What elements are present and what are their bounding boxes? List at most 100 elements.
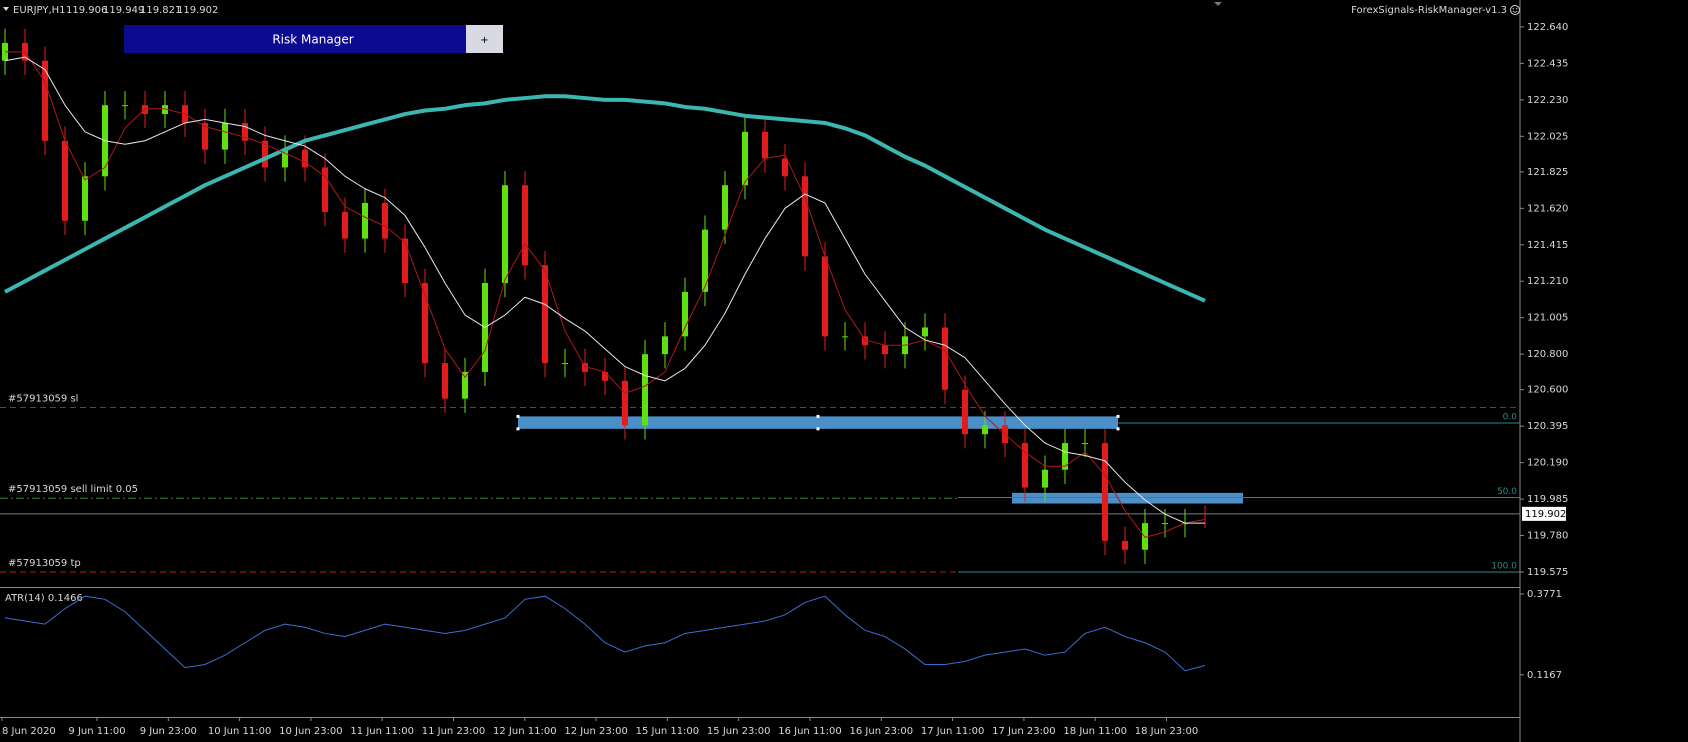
candle-body [1022, 443, 1028, 488]
x-tick-label: 17 Jun 11:00 [921, 726, 985, 737]
candle-body [622, 380, 628, 426]
x-tick-label: 17 Jun 23:00 [992, 726, 1056, 737]
y-tick-label: 121.210 [1527, 276, 1568, 287]
candle-body [522, 185, 528, 266]
plus-label[interactable]: + [480, 35, 488, 46]
candle-body [822, 256, 828, 337]
candle-body [802, 176, 808, 257]
bar-high: 119.949 [103, 5, 144, 16]
candle-body [122, 105, 128, 107]
candle-body [1062, 443, 1068, 470]
fib-label: 100.0 [1491, 562, 1517, 572]
candle-body [62, 140, 68, 221]
x-tick-label: 10 Jun 23:00 [279, 726, 343, 737]
expert-label: ForexSignals-RiskManager-v1.3 [1351, 5, 1507, 16]
x-tick-label: 8 Jun 2020 [2, 726, 56, 737]
risk-manager-label[interactable]: Risk Manager [272, 33, 353, 47]
candle-body [722, 185, 728, 230]
y-tick-label: 120.600 [1527, 385, 1568, 396]
x-tick-label: 16 Jun 23:00 [850, 726, 914, 737]
candle-body [862, 336, 868, 346]
bar-open: 119.906 [66, 5, 107, 16]
candle-body [782, 158, 788, 177]
y-tick-label: 122.025 [1527, 131, 1568, 142]
moving-average [4, 94, 1206, 303]
candle-body [682, 291, 688, 337]
candle-body [162, 105, 168, 115]
x-tick-label: 12 Jun 11:00 [493, 726, 557, 737]
y-tick-label: 121.415 [1527, 240, 1568, 251]
candle-body [642, 354, 648, 426]
moving-average [4, 56, 1205, 524]
candle-body [462, 371, 468, 399]
candle-body [142, 105, 148, 115]
candle-body [602, 371, 608, 381]
candle-body [282, 149, 288, 168]
zone-handle [516, 414, 520, 418]
candle-body [42, 60, 48, 141]
candle-body [582, 363, 588, 372]
current-price-box [1522, 506, 1566, 521]
candle-body [342, 211, 348, 239]
x-tick-label: 9 Jun 11:00 [68, 726, 125, 737]
y-tick-label: 119.780 [1527, 531, 1568, 542]
bar-low: 119.821 [140, 5, 181, 16]
candle-body [742, 131, 748, 186]
candle-body [1102, 443, 1108, 541]
zone-handle [1116, 414, 1120, 418]
candle-body [942, 327, 948, 390]
order-level-label: #57913059 tp [8, 558, 81, 569]
candle-body [1162, 523, 1168, 525]
y-tick-label: 122.435 [1527, 58, 1568, 69]
candle-body [1202, 513, 1208, 515]
moving-averages-layer [4, 51, 1206, 538]
candle-body [222, 122, 228, 150]
candle-body [202, 122, 208, 150]
candle-body [302, 149, 308, 168]
candle-body [1082, 443, 1088, 445]
y-tick-label: 121.620 [1527, 203, 1568, 214]
y-tick-label: 120.800 [1527, 349, 1568, 360]
menu-arrow[interactable] [3, 7, 9, 11]
shift-marker [1214, 2, 1222, 6]
candle-body [662, 336, 668, 355]
candle-body [962, 389, 968, 435]
y-tick-label: 121.825 [1527, 167, 1568, 178]
moving-average [5, 51, 1206, 538]
candle-body [1122, 540, 1128, 550]
x-tick-label: 12 Jun 23:00 [564, 726, 628, 737]
plus-button[interactable] [466, 25, 503, 53]
candle-body [362, 202, 368, 239]
symbol-label: EURJPY,H1 [13, 5, 66, 16]
zone-handle [516, 427, 520, 431]
y-tick-label: 122.640 [1527, 22, 1568, 33]
zone-handle [1116, 427, 1120, 431]
atr-line [4, 595, 1206, 672]
y-tick-label: 121.005 [1527, 313, 1568, 324]
candle-body [842, 336, 848, 338]
atr-tick-label: 0.3771 [1527, 589, 1562, 600]
candle-body [322, 167, 328, 212]
x-tick-label: 11 Jun 11:00 [350, 726, 414, 737]
x-tick-label: 9 Jun 23:00 [140, 726, 197, 737]
candle-body [1042, 469, 1048, 488]
candle-body [402, 238, 408, 284]
candle-body [502, 185, 508, 284]
candle-body [882, 345, 888, 355]
x-tick-label: 16 Jun 11:00 [778, 726, 842, 737]
order-level-label: #57913059 sl [8, 394, 78, 405]
levels-layer: #57913059 sl #57913059 sell limit 0.05 #57… [0, 394, 1520, 573]
x-tick-label: 18 Jun 23:00 [1135, 726, 1199, 737]
risk-manager-button[interactable] [124, 25, 466, 53]
zone [1012, 492, 1243, 504]
current-price-label: 119.902 [1525, 509, 1566, 520]
x-tick-label: 11 Jun 23:00 [422, 726, 486, 737]
zone-handle [816, 414, 820, 418]
y-tick-label: 122.230 [1527, 95, 1568, 106]
x-tick-label: 15 Jun 23:00 [707, 726, 771, 737]
candle-body [982, 425, 988, 435]
candle-body [242, 122, 248, 141]
